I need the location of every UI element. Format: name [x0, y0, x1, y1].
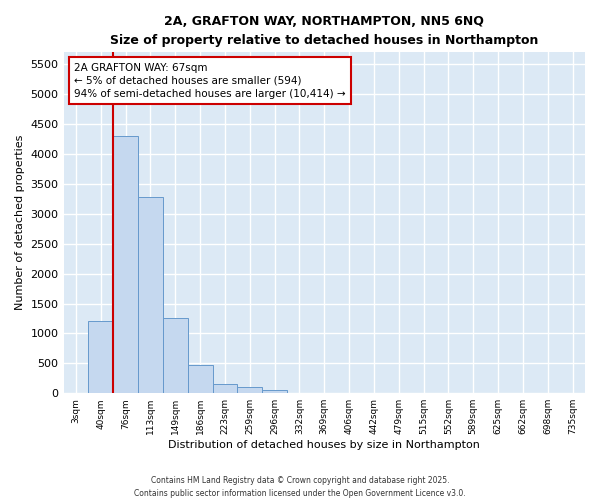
Text: 2A GRAFTON WAY: 67sqm
← 5% of detached houses are smaller (594)
94% of semi-deta: 2A GRAFTON WAY: 67sqm ← 5% of detached h… — [74, 62, 346, 99]
Text: Contains HM Land Registry data © Crown copyright and database right 2025.
Contai: Contains HM Land Registry data © Crown c… — [134, 476, 466, 498]
Bar — [163, 318, 188, 393]
Title: 2A, GRAFTON WAY, NORTHAMPTON, NN5 6NQ
Size of property relative to detached hous: 2A, GRAFTON WAY, NORTHAMPTON, NN5 6NQ Si… — [110, 15, 538, 47]
X-axis label: Distribution of detached houses by size in Northampton: Distribution of detached houses by size … — [169, 440, 480, 450]
Bar — [262, 390, 287, 393]
Bar — [113, 136, 138, 393]
Bar — [188, 364, 212, 393]
Bar — [212, 384, 238, 393]
Y-axis label: Number of detached properties: Number of detached properties — [15, 135, 25, 310]
Bar — [238, 386, 262, 393]
Bar — [88, 322, 113, 393]
Bar — [138, 197, 163, 393]
